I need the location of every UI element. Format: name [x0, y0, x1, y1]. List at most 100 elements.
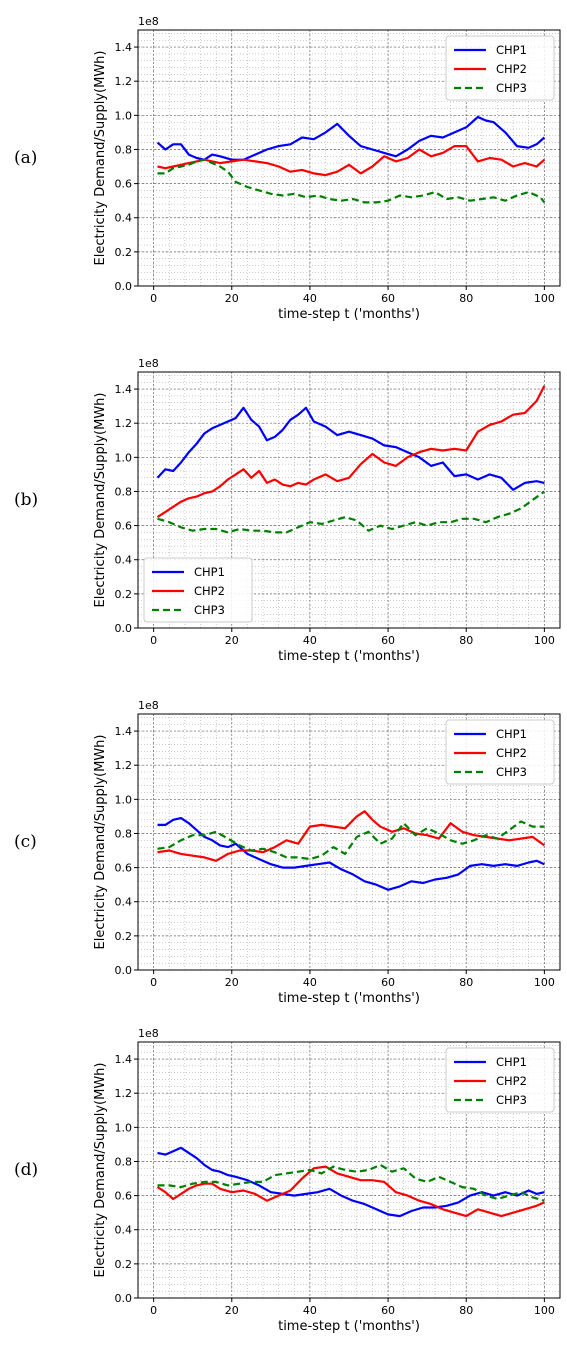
y-axis-label: Electricity Demand/Supply(MWh) — [93, 735, 108, 950]
y-tick-label: 0.0 — [115, 964, 133, 977]
legend: CHP1 CHP2 CHP3 — [143, 557, 253, 623]
x-tick-label: 40 — [303, 634, 317, 647]
y-tick-label: 1.2 — [115, 417, 133, 430]
series-line-chp1 — [157, 816, 545, 891]
panel-label: (b) — [14, 490, 39, 510]
axes-frame — [137, 29, 561, 287]
y-tick-label: 0.8 — [115, 1155, 133, 1168]
axes-frame — [137, 713, 561, 971]
y-tick-label: 0.8 — [115, 827, 133, 840]
y-axis-label: Electricity Demand/Supply(MWh) — [93, 51, 108, 266]
y-tick-label: 0.8 — [115, 143, 133, 156]
y-tick-label: 0.8 — [115, 485, 133, 498]
legend-label-chp1: CHP1 — [496, 1055, 527, 1069]
x-tick-label: 40 — [303, 976, 317, 989]
x-tick-label: 20 — [225, 1304, 239, 1317]
x-tick-label: 40 — [303, 292, 317, 305]
y-tick-label: 0.2 — [115, 930, 133, 943]
series-line-chp3 — [157, 158, 546, 204]
x-tick-label: 20 — [225, 634, 239, 647]
legend-box — [445, 1047, 555, 1113]
y-tick-label: 1.4 — [115, 41, 133, 54]
y-tick-label: 0.6 — [115, 862, 133, 875]
y-axis-label: Electricity Demand/Supply(MWh) — [93, 393, 108, 608]
y-tick-label: 1.2 — [115, 1087, 133, 1100]
axis-offset-label: 1e8 — [138, 357, 159, 370]
x-tick-label: 60 — [381, 1304, 395, 1317]
legend: CHP1 CHP2 CHP3 — [445, 35, 555, 101]
legend-label-chp3: CHP3 — [496, 81, 527, 95]
series-line-chp3 — [157, 1163, 545, 1202]
y-tick-label: 0.0 — [115, 1292, 133, 1305]
legend-label-chp2: CHP2 — [496, 1074, 527, 1088]
y-tick-label: 0.6 — [115, 520, 133, 533]
x-axis-label: time-step t ('months') — [278, 991, 420, 1006]
y-tick-label: 1.4 — [115, 725, 133, 738]
legend-label-chp1: CHP1 — [496, 727, 527, 741]
series-line-chp2 — [156, 385, 546, 519]
axes-frame — [137, 371, 561, 629]
y-axis-label: Electricity Demand/Supply(MWh) — [93, 1063, 108, 1278]
y-tick-label: 0.2 — [115, 246, 133, 259]
y-tick-label: 1.0 — [115, 451, 133, 464]
y-tick-label: 0.4 — [115, 1224, 133, 1237]
legend-label-chp3: CHP3 — [496, 1093, 527, 1107]
x-tick-label: 0 — [150, 634, 157, 647]
y-tick-label: 0.6 — [115, 178, 133, 191]
x-tick-label: 80 — [459, 292, 473, 305]
x-tick-label: 80 — [459, 634, 473, 647]
panel-label: (c) — [14, 832, 37, 852]
x-tick-label: 0 — [150, 976, 157, 989]
chart-panel-1: 0 20 40 60 80 100 0.0 0.2 0.4 0.6 0.8 1.0 1.2 1.4 1e8 t… — [93, 357, 561, 664]
axes-frame — [137, 1041, 561, 1299]
y-tick-label: 1.0 — [115, 109, 133, 122]
x-tick-label: 20 — [225, 976, 239, 989]
chart-panel-3: 0 20 40 60 80 100 0.0 0.2 0.4 0.6 0.8 1.0 1.2 1.4 1e8 t… — [93, 1027, 561, 1334]
y-tick-label: 0.4 — [115, 554, 133, 567]
axis-offset-label: 1e8 — [138, 699, 159, 712]
legend-label-chp1: CHP1 — [496, 43, 527, 57]
y-tick-label: 1.4 — [115, 383, 133, 396]
x-tick-label: 40 — [303, 1304, 317, 1317]
panel-label: (d) — [14, 1160, 39, 1180]
series-line-chp1 — [156, 115, 546, 161]
y-tick-label: 0.2 — [115, 588, 133, 601]
y-tick-label: 1.0 — [115, 793, 133, 806]
y-tick-label: 0.4 — [115, 212, 133, 225]
y-tick-label: 0.2 — [115, 1258, 133, 1271]
x-tick-label: 100 — [534, 976, 555, 989]
x-tick-label: 0 — [150, 292, 157, 305]
series-line-chp2 — [157, 810, 546, 862]
y-tick-label: 1.0 — [115, 1121, 133, 1134]
legend-label-chp3: CHP3 — [194, 603, 225, 617]
series-line-chp3 — [157, 820, 545, 861]
x-tick-label: 100 — [534, 292, 555, 305]
legend-box — [445, 719, 555, 785]
chart-panel-0: 0 20 40 60 80 100 0.0 0.2 0.4 0.6 0.8 1.0 1.2 1.4 1e8 t… — [93, 15, 561, 322]
legend-label-chp2: CHP2 — [496, 746, 527, 760]
x-tick-label: 100 — [534, 634, 555, 647]
legend: CHP1 CHP2 CHP3 — [445, 1047, 555, 1113]
axis-offset-label: 1e8 — [138, 15, 159, 28]
series-line-chp1 — [156, 406, 545, 491]
x-tick-label: 80 — [459, 1304, 473, 1317]
x-axis-label: time-step t ('months') — [278, 649, 420, 664]
legend-label-chp2: CHP2 — [194, 584, 225, 598]
legend-label-chp1: CHP1 — [194, 565, 225, 579]
y-tick-label: 1.4 — [115, 1053, 133, 1066]
series-line-chp2 — [157, 145, 546, 177]
x-tick-label: 60 — [381, 634, 395, 647]
x-axis-label: time-step t ('months') — [278, 1319, 420, 1334]
y-tick-label: 0.0 — [115, 622, 133, 635]
series-line-chp3 — [157, 490, 546, 534]
legend-label-chp2: CHP2 — [496, 62, 527, 76]
y-tick-label: 0.4 — [115, 896, 133, 909]
x-axis-label: time-step t ('months') — [278, 307, 420, 322]
x-tick-label: 60 — [381, 292, 395, 305]
x-tick-label: 60 — [381, 976, 395, 989]
legend-box — [143, 557, 253, 623]
chart-panel-2: 0 20 40 60 80 100 0.0 0.2 0.4 0.6 0.8 1.0 1.2 1.4 1e8 t… — [93, 699, 561, 1006]
legend-label-chp3: CHP3 — [496, 765, 527, 779]
legend: CHP1 CHP2 CHP3 — [445, 719, 555, 785]
